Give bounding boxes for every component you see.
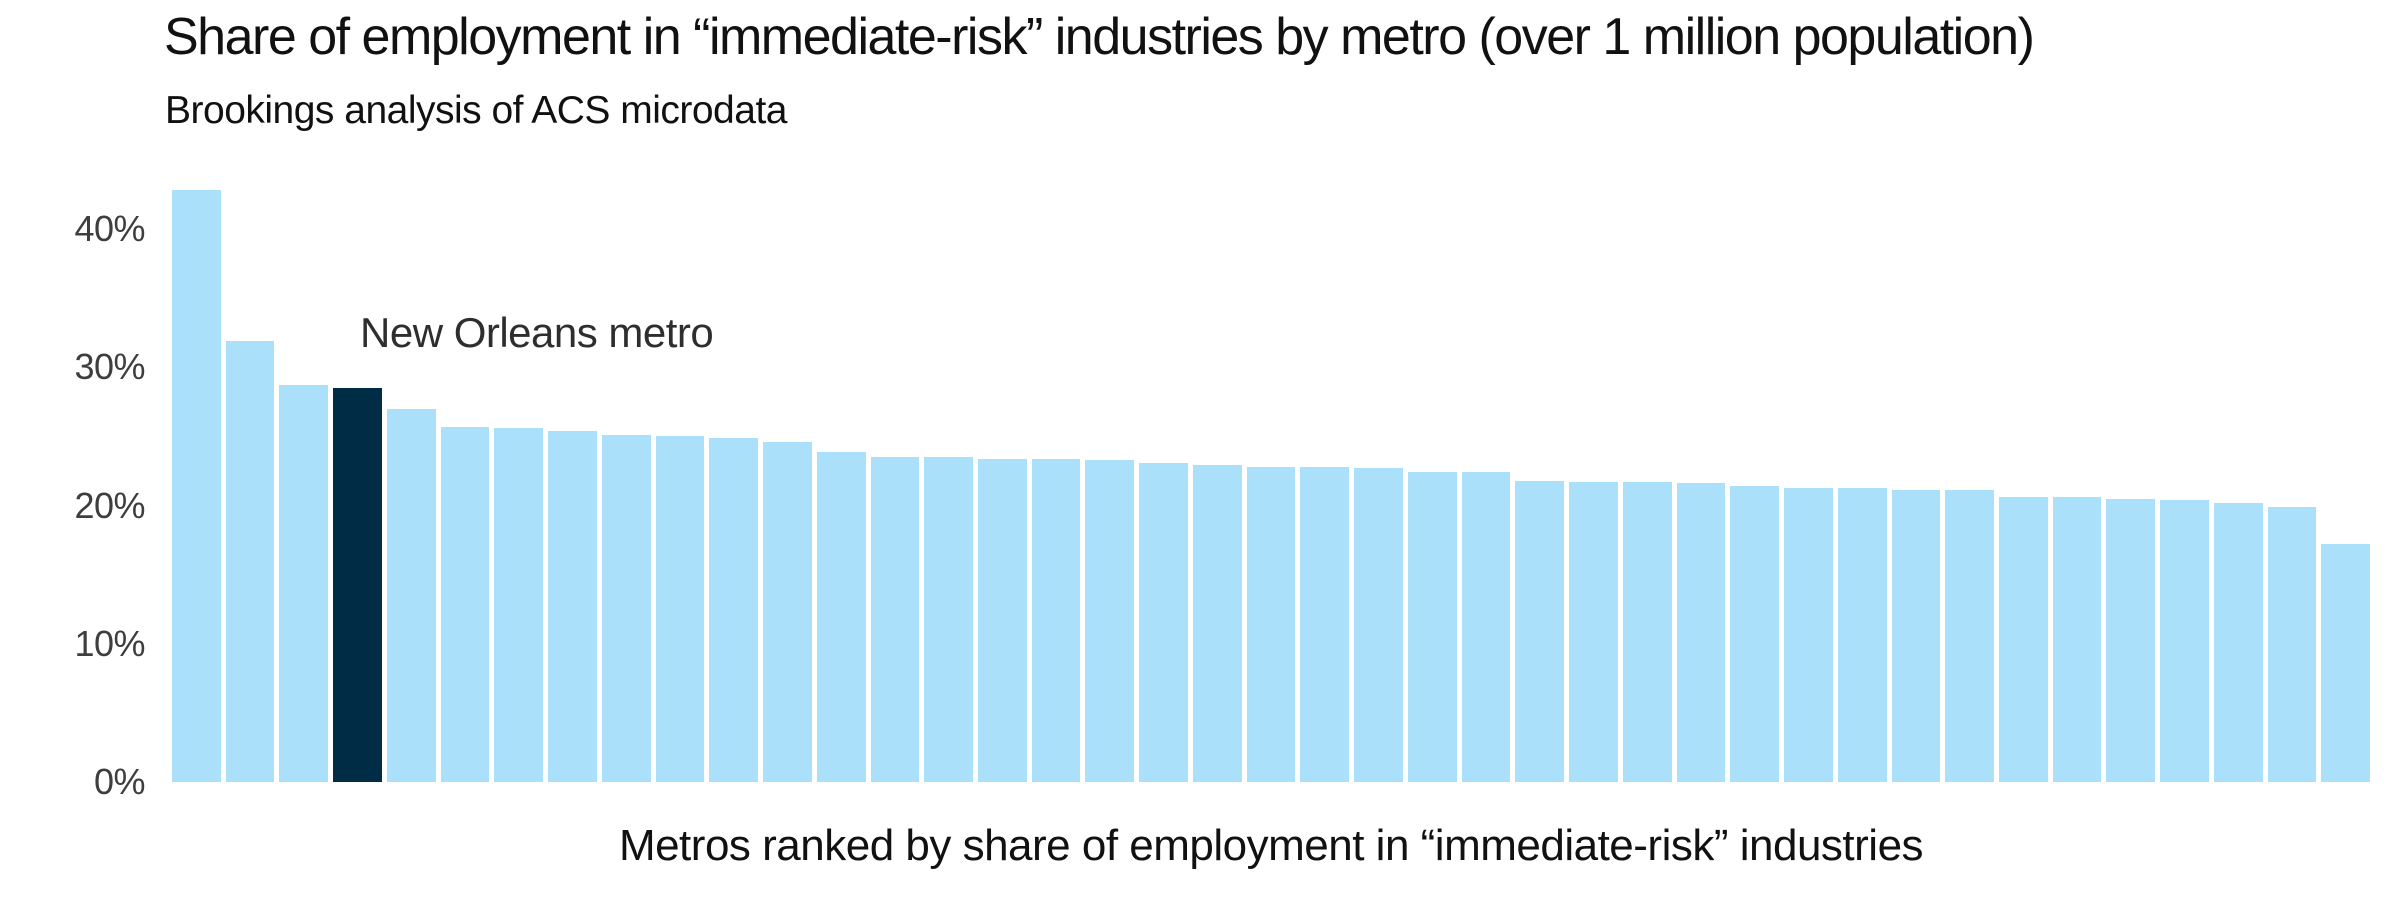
bar-metro: [924, 457, 974, 782]
bar-metro: [816, 451, 866, 782]
bar-metro: [279, 385, 329, 782]
bar-metro: [1622, 482, 1672, 782]
bar-metro: [548, 430, 597, 782]
bar-metro: [1407, 472, 1457, 782]
bar-metro: [870, 457, 920, 782]
y-tick-label: 30%: [74, 346, 145, 388]
chart-title: Share of employment in “immediate-risk” …: [164, 8, 2035, 66]
bar-metro: [1945, 490, 1994, 782]
bar-metro: [2052, 497, 2102, 782]
bar-metro: [1192, 465, 1242, 782]
y-tick-label: 40%: [74, 208, 145, 250]
bar-metro: [225, 341, 275, 782]
plot-area: [172, 160, 2371, 782]
bar-metro: [1837, 487, 1887, 782]
bar-metro: [1784, 487, 1833, 782]
bar-metro: [978, 458, 1027, 782]
bar-metro: [1998, 497, 2048, 782]
bar-metro: [2213, 502, 2263, 782]
bar-metro: [494, 428, 544, 782]
bar-metro: [1031, 458, 1081, 782]
bar-metro: [1569, 482, 1618, 782]
bar-metro: [440, 426, 490, 782]
bar-metro: [1354, 468, 1403, 782]
bar-metro: [2106, 498, 2156, 782]
x-axis-label: Metros ranked by share of employment in …: [618, 821, 1924, 870]
bar-metro: [1085, 459, 1135, 782]
chart-subtitle: Brookings analysis of ACS microdata: [165, 89, 787, 132]
bar-metro: [1730, 486, 1780, 782]
bar-metro: [2321, 544, 2371, 782]
bar-metro: [655, 436, 705, 782]
bar-metro: [1300, 466, 1350, 782]
y-tick-label: 10%: [74, 622, 145, 664]
y-tick-label: 20%: [74, 484, 145, 526]
bar-metro: [763, 441, 812, 782]
bar-metro: [386, 408, 436, 782]
bar-metro: [1891, 490, 1941, 782]
bar-metro: [1515, 480, 1565, 782]
y-tick-label: 0%: [93, 761, 146, 802]
bar-metro: [1461, 472, 1511, 782]
bar-metro: [172, 190, 221, 782]
bar-metro: [1246, 466, 1296, 782]
y-axis: 40% 30% 20% 10% 0%: [0, 0, 145, 900]
bar-metro: [601, 435, 651, 782]
bar-metro: [2160, 500, 2209, 782]
bar-metro: [1139, 462, 1188, 782]
bar-metro: [709, 437, 759, 782]
bar-new-orleans-metro: [333, 388, 382, 782]
bar-metro: [2267, 506, 2317, 782]
highlight-annotation: New Orleans metro: [360, 309, 714, 356]
bar-metro: [1676, 483, 1726, 782]
